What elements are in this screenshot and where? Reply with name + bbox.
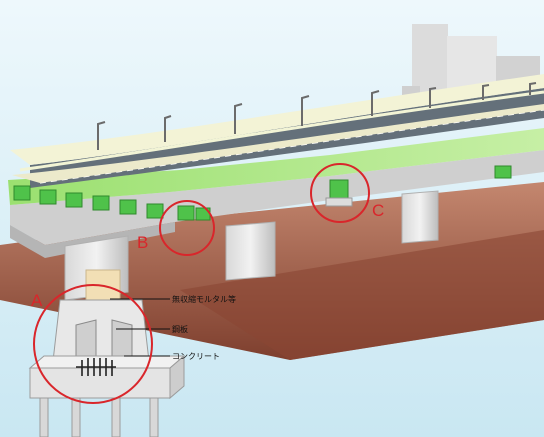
bearing-brackets — [13, 185, 211, 221]
callout-concrete: コンクリート — [172, 352, 220, 361]
bearing-c — [325, 165, 512, 207]
callout-leaders — [110, 298, 170, 357]
marker-label-a: A — [31, 291, 43, 310]
piles — [39, 397, 159, 437]
street-lamps — [97, 82, 537, 150]
marker-circle-b — [159, 200, 215, 256]
pier-a-base — [28, 269, 186, 400]
marker-label-c: C — [372, 201, 384, 220]
callout-mortar: 無収縮モルタル等 — [172, 294, 236, 304]
callout-steel: 鋼板 — [172, 324, 188, 334]
girder — [10, 150, 544, 245]
marker-label-b: B — [137, 233, 148, 252]
road-deck — [10, 74, 544, 188]
deck-green-band — [8, 128, 544, 205]
marker-circle-c — [310, 163, 370, 223]
marker-circle-a — [33, 284, 153, 404]
